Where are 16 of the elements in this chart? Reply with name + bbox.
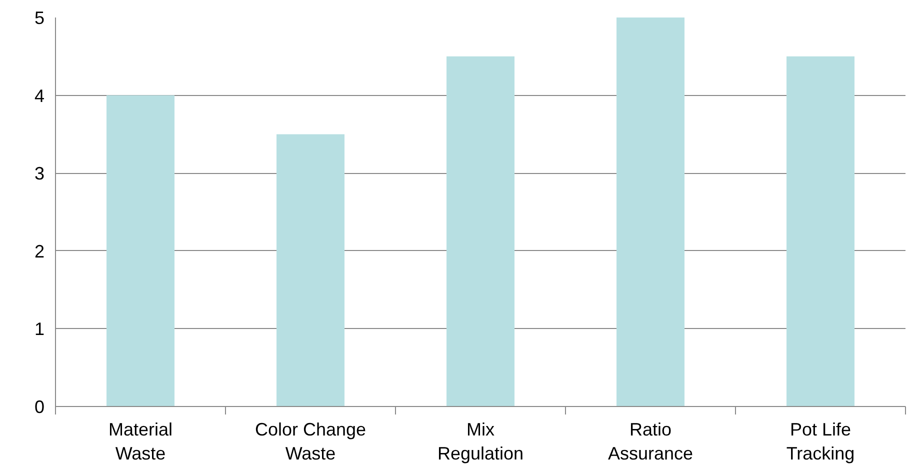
y-tick-label: 5 (34, 8, 45, 28)
x-tick-label: Color Change Waste (254, 420, 366, 464)
y-tick-label: 4 (34, 86, 45, 106)
bar (276, 134, 344, 406)
y-tick-label: 3 (34, 164, 45, 184)
bar (446, 56, 514, 406)
y-tick-label: 2 (34, 241, 45, 262)
bar (616, 18, 684, 406)
x-tick-label: Ratio Assurance (608, 420, 694, 464)
x-tick-label: Material Waste (108, 420, 173, 464)
x-tick-label: Pot Life Tracking (786, 420, 855, 464)
bar (786, 56, 854, 406)
bar (106, 95, 174, 406)
y-tick-label: 1 (34, 319, 45, 340)
y-tick-label: 0 (34, 397, 45, 417)
x-tick-label: Mix Regulation (437, 420, 524, 464)
